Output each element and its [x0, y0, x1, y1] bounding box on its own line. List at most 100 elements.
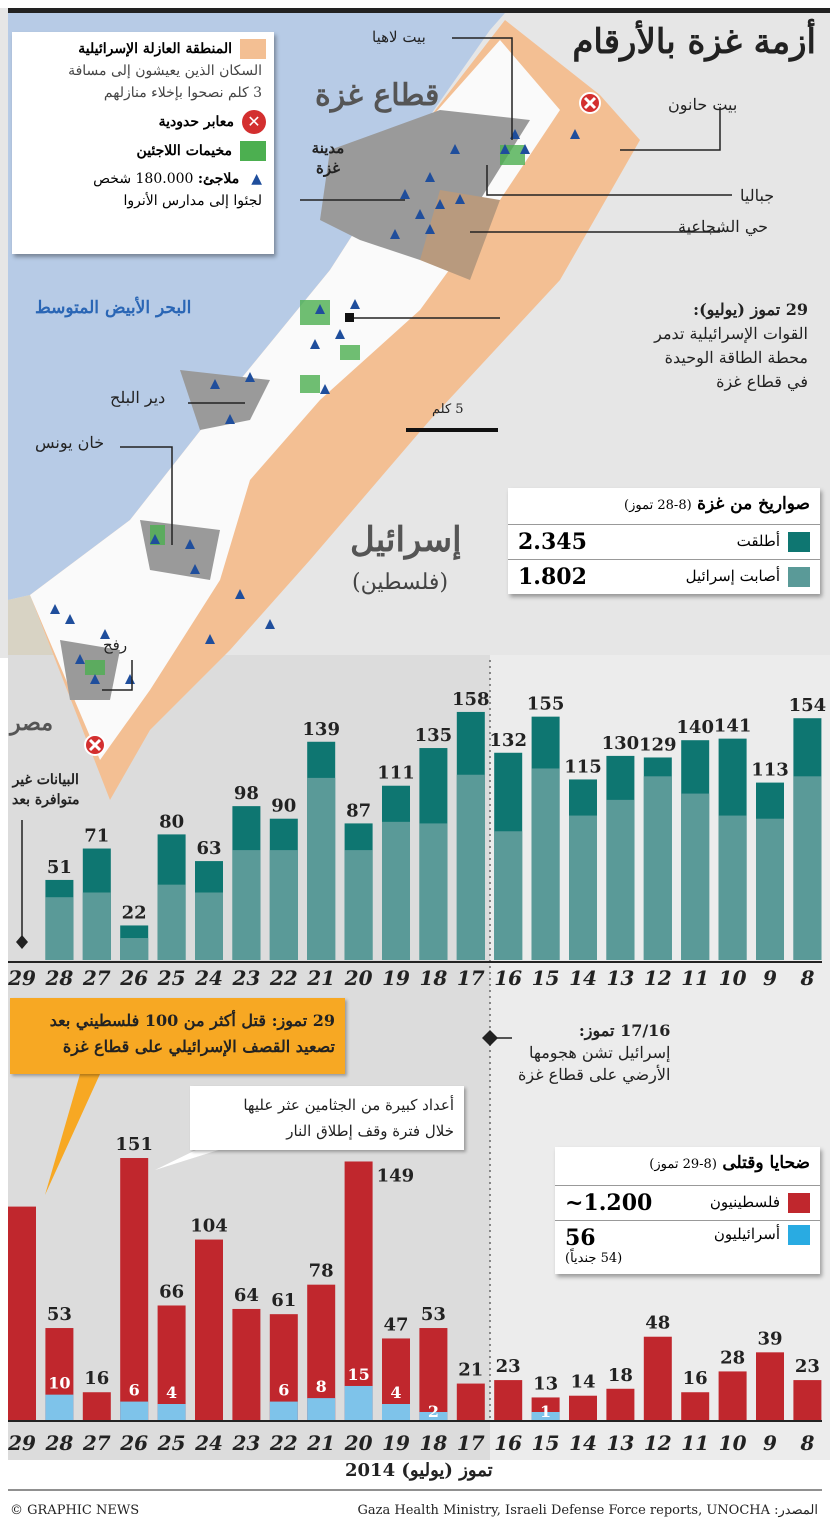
place-beit-lahia: بيت لاهيا	[372, 28, 426, 46]
place-gaza-city: مدينة غزة	[311, 139, 345, 177]
rocket-value-label: 129	[639, 734, 677, 755]
palestinian-bar	[8, 1206, 36, 1420]
rocket-hit-bar	[195, 892, 223, 960]
shelter-icon	[455, 194, 465, 204]
ground-line: الأرضي على قطاع غزة	[518, 1065, 671, 1084]
rocket-value-label: 111	[377, 763, 415, 784]
palestinian-bar	[82, 1392, 111, 1420]
place-jabalia: جباليا	[740, 186, 775, 205]
legend-shelters-text: 180.000 شخص	[93, 171, 194, 187]
rockets-period: (8-28 تموز)	[624, 498, 692, 513]
palestinian-value-label: 13	[533, 1373, 558, 1394]
palestinian-bar	[756, 1352, 784, 1420]
rocket-value-label: 87	[346, 800, 371, 821]
rocket-hit-bar	[344, 850, 373, 960]
casualty-date-label: 23	[231, 1431, 260, 1455]
palestinian-bar	[681, 1392, 710, 1420]
palestinian-value-label: 21	[458, 1360, 483, 1381]
isr-swatch	[788, 1225, 810, 1245]
palestinian-bar	[344, 1161, 373, 1420]
rocket-value-label: 115	[564, 756, 602, 777]
shelter-icon	[225, 414, 235, 424]
leader-line	[486, 165, 732, 196]
palestinian-bar	[606, 1388, 635, 1420]
rocket-date-label: 26	[119, 966, 148, 990]
casualty-date-label: 12	[644, 1431, 672, 1455]
rocket-date-label: 24	[194, 966, 223, 990]
shelter-icon	[50, 604, 60, 614]
rocket-hit-bar	[419, 823, 448, 960]
israeli-bar	[120, 1401, 149, 1420]
jul29-callout: 29 تموز: قتل أكثر من 100 فلسطيني بعد تصعي…	[10, 998, 345, 1074]
casualty-date-label: 13	[606, 1431, 634, 1455]
casualty-date-label: 25	[157, 1431, 186, 1455]
shelter-icon	[520, 144, 530, 154]
jul29-line: 29 تموز: قتل أكثر من 100 فلسطيني بعد	[49, 1011, 335, 1030]
israeli-value-label: 4	[390, 1383, 401, 1402]
rocket-date-label: 23	[231, 966, 260, 990]
shelter-icon	[390, 229, 400, 239]
casualty-date-label: 22	[269, 1431, 298, 1455]
legend-camps-label: مخيمات اللاجئين	[136, 143, 232, 159]
rocket-date-label: 29	[7, 966, 36, 990]
palestinian-bar	[643, 1336, 672, 1420]
ground-line: إسرائيل تشن هجومها	[528, 1043, 671, 1062]
shelter-icon	[205, 634, 215, 644]
rocket-hit-bar	[157, 884, 186, 960]
shelter-icon	[265, 619, 275, 629]
palestinian-value-label: 48	[645, 1313, 670, 1334]
footer-credit: © GRAPHIC NEWS	[10, 1503, 140, 1518]
palestinian-bar	[569, 1395, 597, 1420]
shelter-icon	[235, 589, 245, 599]
palestinian-value-label: 16	[84, 1368, 109, 1389]
place-deir-al-balah: دير البلح	[110, 388, 166, 407]
shelter-icon	[315, 304, 325, 314]
palestinian-bar	[456, 1383, 485, 1420]
israeli-bar	[269, 1401, 298, 1420]
rocket-date-label: 8	[799, 966, 814, 990]
leader-line	[620, 107, 721, 151]
pal-row: فلسطينيون ~1.200	[555, 1185, 820, 1220]
shelter-icon	[415, 209, 425, 219]
israeli-bar	[344, 1385, 373, 1420]
rocket-date-label: 20	[344, 966, 373, 990]
palestinian-value-label: 151	[115, 1134, 153, 1155]
palestinian-value-label: 39	[757, 1328, 782, 1349]
power-plant-date: 29 تموز (يوليو):	[693, 300, 808, 319]
palestinian-bar	[307, 1284, 336, 1420]
shelter-icon: ▲	[251, 171, 262, 187]
rocket-value-label: 158	[452, 689, 490, 710]
shelter-icon	[500, 144, 510, 154]
palestinian-value-label: 18	[608, 1365, 633, 1386]
footer-source: المصدر: Gaza Health Ministry, Israeli De…	[357, 1503, 818, 1518]
palestinian-value-label: 104	[190, 1216, 228, 1237]
shelter-icon	[90, 674, 100, 684]
ground-date: 17/16 تموز:	[578, 1021, 671, 1040]
power-plant-line: في قطاع غزة	[716, 372, 808, 391]
refugee-camp	[300, 375, 320, 393]
palestinian-bar	[793, 1380, 822, 1420]
rocket-hit-bar	[793, 776, 822, 960]
casualty-date-label: 28	[44, 1431, 73, 1455]
rocket-value-label: 135	[415, 725, 453, 746]
casualties-legend: ضحايا وقتلى (8-29 تموز) فلسطينيون ~1.200 …	[555, 1147, 820, 1274]
axis-label: تموز (يوليو) 2014	[345, 1460, 493, 1481]
shelter-icon	[425, 172, 435, 182]
rocket-hit-bar	[756, 818, 784, 960]
rocket-date-label: 11	[681, 966, 709, 990]
rockets-legend: صواريخ من غزة (8-28 تموز) أطلقت 2.345 أصا…	[508, 488, 820, 594]
palestinian-value-label: 53	[47, 1304, 72, 1325]
palestine-label: (فلسطين)	[352, 570, 449, 595]
casualty-date-label: 26	[119, 1431, 148, 1455]
shelter-icon	[450, 144, 460, 154]
israel-label: إسرائيل	[350, 520, 462, 560]
casualty-date-label: 15	[532, 1431, 560, 1455]
refugee-camp	[300, 300, 330, 325]
israeli-bar	[419, 1412, 448, 1420]
crossing-icon: ✕	[242, 110, 266, 134]
rocket-value-label: 22	[122, 902, 147, 923]
page-title: أزمة غزة بالأرقام	[572, 22, 816, 62]
rocket-value-label: 98	[234, 783, 259, 804]
casualty-date-label: 21	[306, 1431, 335, 1455]
rocket-date-label: 9	[763, 966, 777, 990]
